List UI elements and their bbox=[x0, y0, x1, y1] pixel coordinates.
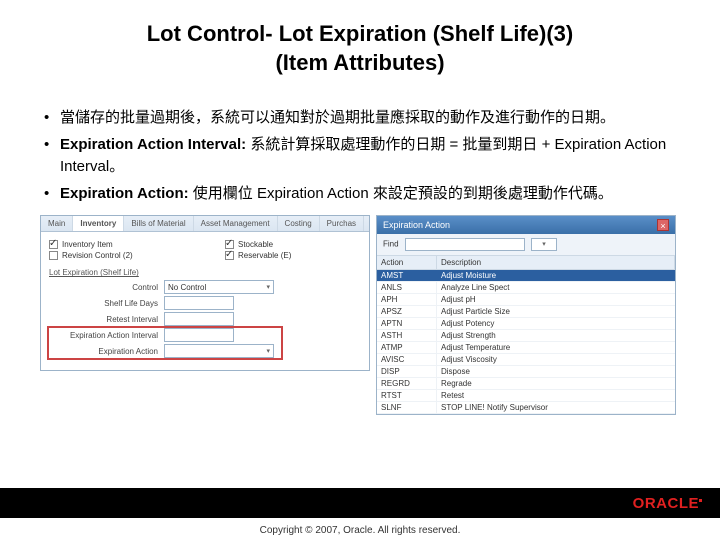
checkbox-label: Reservable (E) bbox=[238, 251, 291, 260]
label-exp-action: Expiration Action bbox=[49, 347, 164, 356]
tab-strip: Main Inventory Bills of Material Asset M… bbox=[41, 216, 369, 232]
cell-action: ATMP bbox=[377, 342, 437, 353]
table-row[interactable]: AVISCAdjust Viscosity bbox=[377, 354, 675, 366]
cell-action: APTN bbox=[377, 318, 437, 329]
grid-header: Action Description bbox=[377, 256, 675, 270]
cell-action: ASTH bbox=[377, 330, 437, 341]
find-dropdown-icon[interactable]: ▾ bbox=[531, 238, 557, 251]
cell-action: RTST bbox=[377, 390, 437, 401]
tab-bom[interactable]: Bills of Material bbox=[124, 216, 193, 231]
checkbox-label: Stockable bbox=[238, 240, 273, 249]
cell-description: Regrade bbox=[437, 378, 675, 389]
cell-action: AMST bbox=[377, 270, 437, 281]
cell-description: Adjust Potency bbox=[437, 318, 675, 329]
bullet-item: Expiration Action Interval: 系統計算採取處理動作的日… bbox=[40, 134, 680, 179]
bullet-item: 當儲存的批量過期後，系統可以通知對於過期批量應採取的動作及進行動作的日期。 bbox=[40, 107, 680, 130]
slide-title: Lot Control- Lot Expiration (Shelf Life)… bbox=[0, 0, 720, 77]
cell-description: Adjust pH bbox=[437, 294, 675, 305]
checkbox-label: Inventory Item bbox=[62, 240, 113, 249]
tab-inventory[interactable]: Inventory bbox=[73, 216, 124, 231]
checkbox-reservable[interactable] bbox=[225, 251, 234, 260]
grid-body: AMSTAdjust MoistureANLSAnalyze Line Spec… bbox=[377, 270, 675, 414]
cell-action: ANLS bbox=[377, 282, 437, 293]
cell-action: APSZ bbox=[377, 306, 437, 317]
input-shelf-life[interactable] bbox=[164, 296, 234, 310]
cell-action: REGRD bbox=[377, 378, 437, 389]
checkbox-label: Revision Control (2) bbox=[62, 251, 133, 260]
tab-main[interactable]: Main bbox=[41, 216, 73, 231]
bullet-item: Expiration Action: 使用欄位 Expiration Actio… bbox=[40, 183, 680, 206]
oracle-logo: ORACLE bbox=[633, 495, 699, 512]
copyright: Copyright © 2007, Oracle. All rights res… bbox=[0, 525, 720, 536]
item-attributes-panel: Main Inventory Bills of Material Asset M… bbox=[40, 215, 370, 371]
expiration-action-dialog: Expiration Action × Find ▾ Action Descri… bbox=[376, 215, 676, 415]
cell-description: Adjust Moisture bbox=[437, 270, 675, 281]
cell-action: DISP bbox=[377, 366, 437, 377]
tab-purchase[interactable]: Purchas bbox=[320, 216, 364, 231]
table-row[interactable]: AMSTAdjust Moisture bbox=[377, 270, 675, 282]
footer-bar: ORACLE bbox=[0, 488, 720, 518]
table-row[interactable]: REGRDRegrade bbox=[377, 378, 675, 390]
col-description: Description bbox=[437, 256, 675, 269]
cell-description: Retest bbox=[437, 390, 675, 401]
find-row: Find ▾ bbox=[377, 234, 675, 256]
tab-asset[interactable]: Asset Management bbox=[194, 216, 278, 231]
screenshots-row: Main Inventory Bills of Material Asset M… bbox=[40, 215, 680, 415]
table-row[interactable]: DISPDispose bbox=[377, 366, 675, 378]
tab-costing[interactable]: Costing bbox=[278, 216, 320, 231]
bullet-text: 當儲存的批量過期後，系統可以通知對於過期批量應採取的動作及進行動作的日期。 bbox=[60, 109, 615, 126]
cell-action: APH bbox=[377, 294, 437, 305]
table-row[interactable]: RTSTRetest bbox=[377, 390, 675, 402]
close-icon[interactable]: × bbox=[657, 219, 669, 231]
cell-description: Adjust Particle Size bbox=[437, 306, 675, 317]
cell-action: SLNF bbox=[377, 402, 437, 413]
slide: Lot Control- Lot Expiration (Shelf Life)… bbox=[0, 0, 720, 540]
cell-description: Analyze Line Spect bbox=[437, 282, 675, 293]
cell-description: Adjust Temperature bbox=[437, 342, 675, 353]
table-row[interactable]: ANLSAnalyze Line Spect bbox=[377, 282, 675, 294]
checkbox-revision-control[interactable] bbox=[49, 251, 58, 260]
title-line2: (Item Attributes) bbox=[0, 49, 720, 78]
label-control: Control bbox=[49, 283, 164, 292]
dialog-title: Expiration Action bbox=[383, 220, 450, 230]
bullet-bold: Expiration Action Interval: bbox=[60, 136, 246, 153]
input-control[interactable]: No Control bbox=[164, 280, 274, 294]
bullet-bold: Expiration Action: bbox=[60, 185, 189, 202]
cell-action: AVISC bbox=[377, 354, 437, 365]
label-exp-action-interval: Expiration Action Interval bbox=[49, 331, 164, 340]
panel-body: Inventory Item Revision Control (2) Stoc… bbox=[41, 232, 369, 370]
logo-dot-icon bbox=[699, 499, 702, 502]
section-lot-expiration: Lot Expiration (Shelf Life) bbox=[49, 268, 361, 277]
label-retest: Retest Interval bbox=[49, 315, 164, 324]
find-label: Find bbox=[383, 240, 399, 249]
bullet-rest: 使用欄位 Expiration Action 來設定預設的到期後處理動作代碼。 bbox=[193, 185, 613, 202]
table-row[interactable]: APHAdjust pH bbox=[377, 294, 675, 306]
table-row[interactable]: ATMPAdjust Temperature bbox=[377, 342, 675, 354]
table-row[interactable]: SLNFSTOP LINE! Notify Supervisor bbox=[377, 402, 675, 414]
cell-description: Adjust Strength bbox=[437, 330, 675, 341]
input-retest[interactable] bbox=[164, 312, 234, 326]
dialog-titlebar: Expiration Action × bbox=[377, 216, 675, 234]
table-row[interactable]: APTNAdjust Potency bbox=[377, 318, 675, 330]
col-action: Action bbox=[377, 256, 437, 269]
cell-description: STOP LINE! Notify Supervisor bbox=[437, 402, 675, 413]
input-exp-action[interactable] bbox=[164, 344, 274, 358]
cell-description: Adjust Viscosity bbox=[437, 354, 675, 365]
cell-description: Dispose bbox=[437, 366, 675, 377]
bullet-list: 當儲存的批量過期後，系統可以通知對於過期批量應採取的動作及進行動作的日期。 Ex… bbox=[40, 107, 680, 205]
label-shelf-life: Shelf Life Days bbox=[49, 299, 164, 308]
table-row[interactable]: ASTHAdjust Strength bbox=[377, 330, 675, 342]
checkbox-stockable[interactable] bbox=[225, 240, 234, 249]
title-line1: Lot Control- Lot Expiration (Shelf Life)… bbox=[0, 20, 720, 49]
table-row[interactable]: APSZAdjust Particle Size bbox=[377, 306, 675, 318]
input-exp-action-interval[interactable] bbox=[164, 328, 234, 342]
checkbox-inventory-item[interactable] bbox=[49, 240, 58, 249]
action-grid: Action Description AMSTAdjust MoistureAN… bbox=[377, 256, 675, 414]
find-input[interactable] bbox=[405, 238, 525, 251]
